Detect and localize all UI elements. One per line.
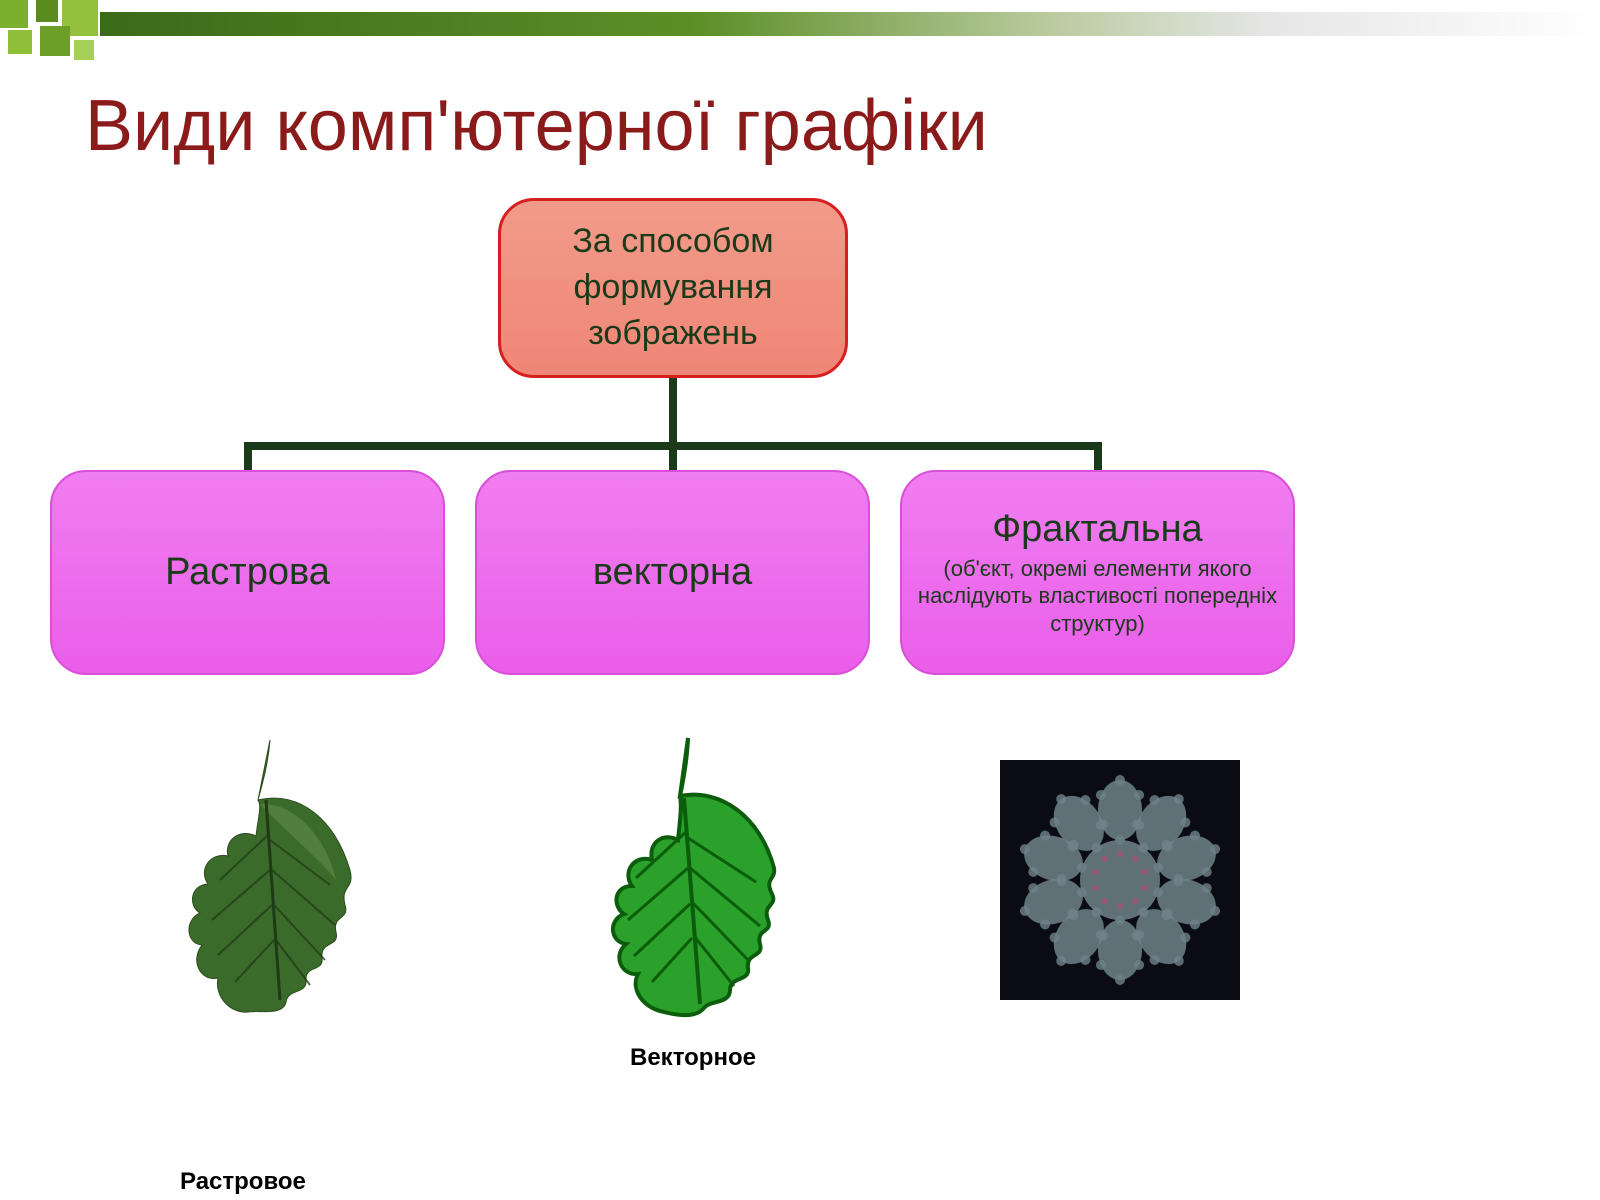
connector-child-down	[244, 442, 252, 470]
fractal-image	[1000, 760, 1240, 1000]
thumb-vector-caption: Векторное	[630, 1044, 756, 1148]
decor-square	[8, 30, 32, 54]
decor-square	[74, 40, 94, 60]
tree-child-label: Растрова	[165, 551, 330, 594]
tree-child-label: векторна	[593, 551, 752, 594]
tree-child-node: векторна	[475, 470, 870, 675]
tree-child-label: Фрактальна	[992, 508, 1202, 551]
thumb-fractal	[1000, 760, 1240, 1050]
decor-square	[0, 0, 28, 28]
connector-child-down	[669, 442, 677, 470]
raster-leaf-icon	[140, 720, 400, 1030]
slide-title: Види комп'ютерної графіки	[85, 85, 988, 167]
slide-top-decor	[0, 0, 1600, 60]
connector-root-down	[669, 378, 677, 450]
tree-root-label: За способом формування зображень	[501, 219, 845, 357]
thumb-raster: Растровое	[140, 720, 400, 1010]
thumb-vector: Векторное	[560, 720, 820, 1010]
vector-leaf-icon	[560, 720, 820, 1030]
thumb-raster-caption: Растровое	[180, 1168, 306, 1170]
decor-gradient-bar	[100, 12, 1600, 36]
decor-square	[36, 0, 58, 22]
tree-child-node: Растрова	[50, 470, 445, 675]
connector-child-down	[1094, 442, 1102, 470]
decor-square	[40, 26, 70, 56]
tree-root-node: За способом формування зображень	[498, 198, 848, 378]
tree-child-subtext: (об'єкт, окремі елементи якого наслідуют…	[902, 555, 1293, 638]
tree-child-node: Фрактальна(об'єкт, окремі елементи якого…	[900, 470, 1295, 675]
